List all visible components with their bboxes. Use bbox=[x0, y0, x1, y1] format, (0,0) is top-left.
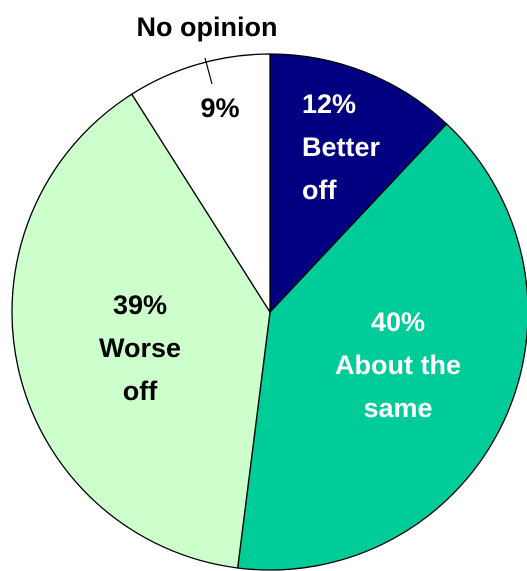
about-the-same-line-2: same bbox=[363, 393, 432, 423]
about-the-same-label: 40% About the same bbox=[335, 307, 461, 423]
better-off-line-2: off bbox=[302, 175, 337, 205]
pie-slice-noop bbox=[130, 53, 271, 315]
better-off-percent: 12% bbox=[302, 89, 356, 119]
about-the-same-percent: 40% bbox=[371, 307, 425, 337]
better-off-label: 12% Better off bbox=[302, 89, 381, 205]
pie-slice-worse bbox=[11, 93, 271, 569]
worse-off-label: 39% Worse off bbox=[99, 290, 181, 406]
no-opinion-percent-label: 9% bbox=[200, 93, 239, 123]
about-the-same-line-1: About the bbox=[335, 350, 461, 380]
worse-off-line-2: off bbox=[123, 376, 158, 406]
pie-slices bbox=[11, 53, 527, 571]
pie-slice-better bbox=[269, 53, 448, 314]
no-opinion-leader-line bbox=[204, 57, 213, 85]
better-off-line-1: Better bbox=[302, 132, 381, 162]
worse-off-line-1: Worse bbox=[99, 333, 181, 363]
worse-off-percent: 39% bbox=[113, 290, 167, 320]
pie-slice-same bbox=[236, 123, 527, 571]
no-opinion-callout: No opinion bbox=[137, 12, 278, 42]
